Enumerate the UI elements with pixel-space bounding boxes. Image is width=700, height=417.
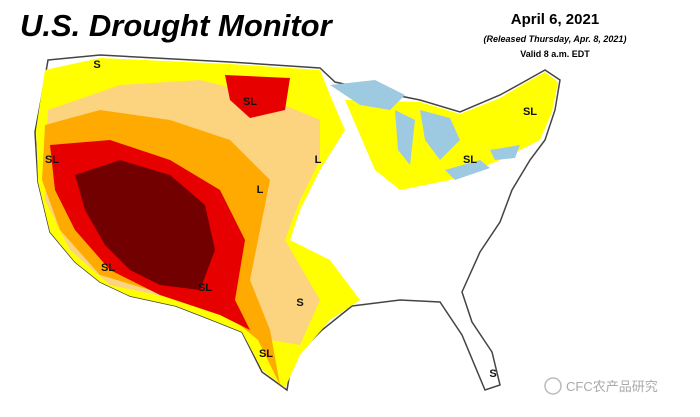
map-label: SL [198,282,212,294]
map-label: S [296,297,303,309]
map-label: L [257,184,264,196]
exceptional-drought [75,160,215,290]
map-label: SL [243,96,257,108]
title: U.S. Drought Monitor [20,8,334,43]
map-label: S [489,368,496,380]
valid: Valid 8 a.m. EDT [520,49,590,59]
watermark-icon [544,377,562,395]
watermark-text: CFC农产品研究 [566,379,658,394]
map-label: L [315,154,322,166]
great-lakes [330,80,520,180]
map-label: SL [259,348,273,360]
map-label: SL [523,106,537,118]
extreme-drought-north [225,75,290,118]
date: April 6, 2021 [511,11,599,28]
watermark: CFC农产品研究 [544,377,658,395]
released: (Released Thursday, Apr. 8, 2021) [484,34,627,44]
map-label: S [93,59,100,71]
map-label: SL [101,262,115,274]
map-label: SL [463,154,477,166]
map [34,54,561,392]
map-label: SL [45,154,59,166]
